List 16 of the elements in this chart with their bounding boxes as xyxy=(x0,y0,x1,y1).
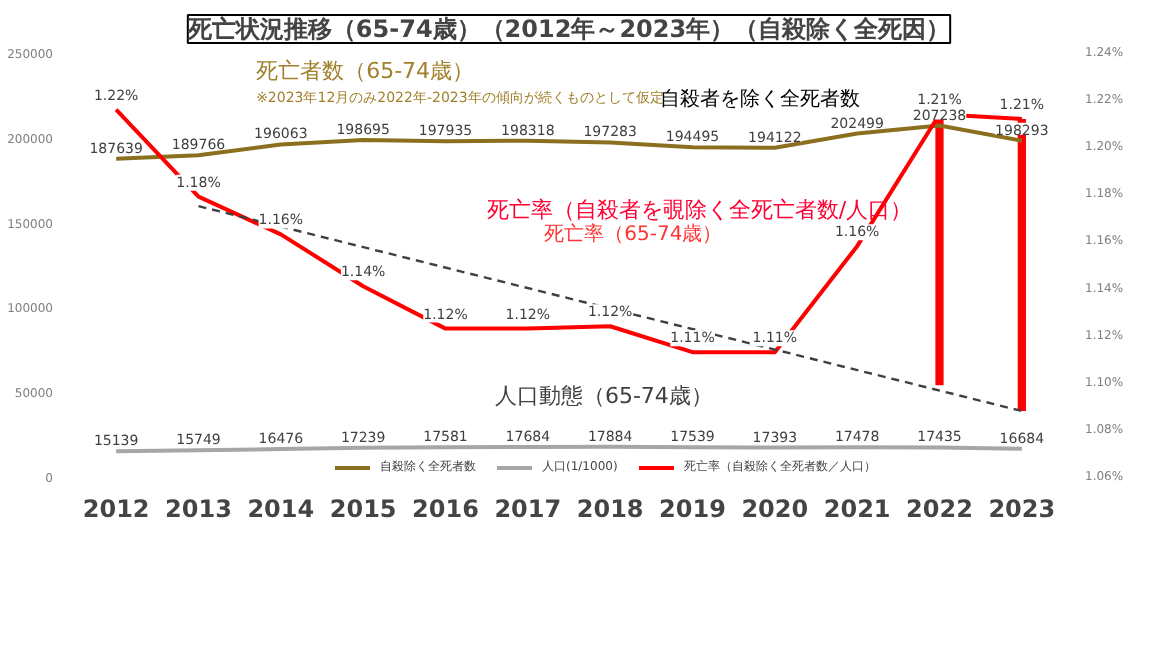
annotation: 死亡者数（65-74歳） xyxy=(256,57,475,84)
x-tick-label: 2018 xyxy=(576,495,644,523)
x-tick-label: 2014 xyxy=(247,495,315,523)
annotation: 自殺者を除く全死者数 xyxy=(659,86,860,111)
x-tick-label: 2013 xyxy=(165,495,232,523)
x-tick-label: 2012 xyxy=(82,495,150,523)
annotation: 死亡率（65-74歳） xyxy=(544,222,723,247)
x-tick-label: 2019 xyxy=(659,495,726,523)
x-tick-label: 2021 xyxy=(823,495,891,523)
annotation: 人口動態（65-74歳） xyxy=(494,383,713,410)
x-tick-label: 2023 xyxy=(988,495,1056,523)
x-tick-label: 2017 xyxy=(494,495,562,523)
x-tick-label: 2022 xyxy=(906,495,973,523)
x-tick-label: 2015 xyxy=(329,495,397,523)
x-tick-label: 2016 xyxy=(412,495,479,523)
x-tick-label: 2020 xyxy=(741,495,809,523)
